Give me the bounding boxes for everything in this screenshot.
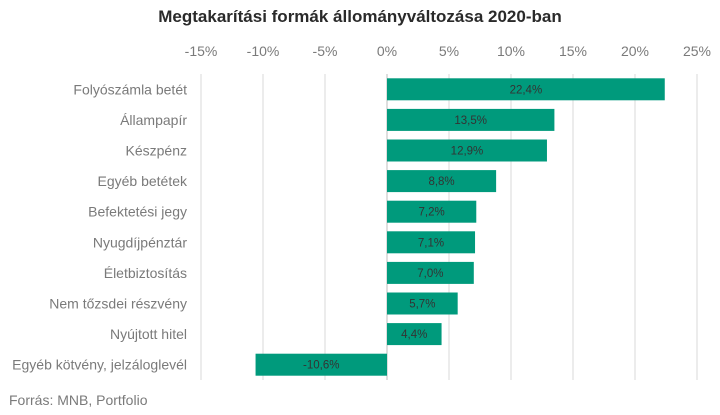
x-tick-label: 15% bbox=[559, 43, 587, 59]
data-label: 8,8% bbox=[428, 176, 454, 188]
bar bbox=[387, 200, 477, 223]
x-tick-label: -5% bbox=[313, 43, 338, 59]
x-tick-label: 20% bbox=[621, 43, 649, 59]
category-label: Nyújtott hitel bbox=[110, 326, 187, 342]
x-tick-label: 25% bbox=[683, 43, 711, 59]
category-label: Befektetési jegy bbox=[88, 204, 187, 220]
x-tick-labels: -15% -10% -5% 0% 5% 10% 15% 20% 25% bbox=[185, 43, 711, 59]
data-label: 12,9% bbox=[451, 146, 484, 158]
category-label: Egyéb betétek bbox=[97, 173, 188, 189]
bar bbox=[387, 261, 474, 284]
data-label: -10,6% bbox=[303, 360, 339, 372]
category-labels: Folyószámla betét Állampapír Készpénz Egyéb… bbox=[12, 81, 188, 372]
data-label: 7,1% bbox=[418, 237, 444, 249]
data-labels: 22,4% 13,5% 12,9% 8,8% 7,2% 7,1% 7,0% 5,7% 4,4% -… bbox=[303, 84, 542, 371]
x-tick-label: -10% bbox=[247, 43, 280, 59]
data-label: 13,5% bbox=[454, 115, 487, 127]
category-label: Állampapír bbox=[120, 112, 187, 128]
bar bbox=[387, 139, 547, 162]
x-tick-label: 0% bbox=[377, 43, 397, 59]
source-note: Forrás: MNB, Portfolio bbox=[9, 392, 148, 408]
chart-title: Megtakarítási formák állományváltozása 2… bbox=[158, 7, 562, 26]
bar bbox=[387, 170, 497, 193]
bar bbox=[387, 231, 476, 254]
bar bbox=[387, 108, 555, 131]
x-tick-label: 10% bbox=[497, 43, 525, 59]
bars bbox=[255, 78, 665, 376]
x-tick-label: -15% bbox=[185, 43, 218, 59]
category-label: Nyugdíjpénztár bbox=[93, 234, 188, 250]
category-label: Készpénz bbox=[126, 143, 187, 159]
data-label: 7,0% bbox=[417, 268, 443, 280]
data-label: 7,2% bbox=[419, 207, 445, 219]
category-label: Folyószámla betét bbox=[73, 81, 187, 97]
x-tick-label: 5% bbox=[439, 43, 459, 59]
category-label: Nem tőzsdei részvény bbox=[49, 296, 187, 312]
category-label: Egyéb kötvény, jelzáloglevél bbox=[12, 357, 187, 373]
bar bbox=[255, 353, 387, 376]
bar bbox=[387, 78, 665, 101]
data-label: 22,4% bbox=[510, 84, 543, 96]
bar bbox=[387, 292, 458, 315]
bar bbox=[387, 323, 442, 346]
data-label: 5,7% bbox=[409, 299, 435, 311]
category-label: Életbiztosítás bbox=[104, 265, 187, 281]
data-label: 4,4% bbox=[401, 329, 427, 341]
